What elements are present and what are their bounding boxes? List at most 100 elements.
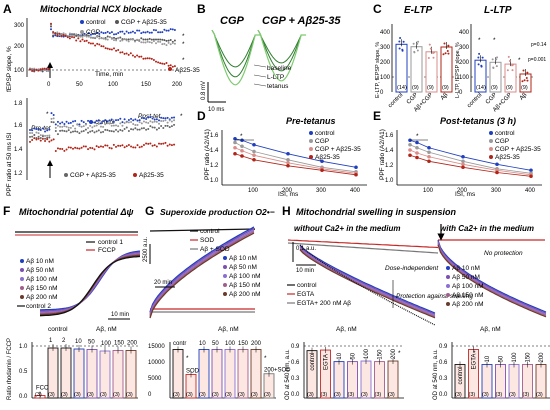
category-label: control — [310, 353, 316, 371]
data-point — [142, 57, 145, 60]
data-point — [252, 153, 256, 158]
data-point — [91, 129, 94, 132]
data-point — [159, 62, 162, 65]
category-label: 200+SOD — [264, 368, 291, 374]
data-point — [163, 28, 166, 31]
tick: 1.6 — [14, 123, 23, 129]
data-point — [74, 146, 77, 149]
data-point — [168, 126, 171, 129]
data-point — [167, 39, 170, 42]
n-label: (3) — [225, 392, 232, 398]
trace-series — [437, 241, 547, 314]
data-point — [127, 38, 130, 41]
data-point — [138, 55, 141, 58]
legend-control: control — [495, 130, 515, 137]
data-point — [130, 145, 133, 148]
data-point — [67, 126, 70, 129]
data-point — [167, 41, 170, 44]
category-label: control — [458, 366, 464, 384]
data-point — [432, 56, 435, 59]
data-point — [169, 28, 172, 31]
data-point — [138, 121, 141, 124]
data-point — [99, 125, 102, 128]
data-point — [104, 128, 107, 131]
panel-d-legend: control CGP CGP + Aβ25-35 Aβ25-35 — [309, 130, 361, 161]
data-point — [158, 119, 160, 122]
data-point — [39, 136, 42, 139]
data-point — [146, 57, 149, 60]
data-point — [113, 47, 115, 50]
data-point — [33, 134, 36, 137]
data-point — [173, 28, 176, 31]
tick-label: 0.3 — [439, 376, 448, 382]
label-baseline: baseline — [267, 65, 292, 72]
data-point — [136, 29, 139, 32]
data-point — [145, 121, 148, 124]
data-point — [166, 116, 169, 119]
n-label: (3) — [455, 392, 462, 398]
data-point — [508, 59, 511, 62]
annot-no-protection: No protection — [484, 250, 523, 257]
data-point — [151, 121, 154, 124]
data-point — [108, 122, 111, 125]
data-point — [148, 31, 151, 34]
data-point — [83, 40, 86, 43]
bar — [172, 349, 184, 399]
data-point — [31, 129, 34, 132]
data-point — [65, 120, 68, 123]
legend-ab-sod: Aβ + SOD — [200, 246, 230, 253]
category-label: contr — [173, 341, 186, 347]
data-point — [92, 33, 94, 36]
bar — [198, 349, 210, 399]
panel-c-ylabel-right: L-LTP, fEPSP slope, % — [455, 42, 461, 98]
tick: 0 — [47, 82, 51, 88]
data-point — [87, 127, 90, 130]
data-point — [71, 36, 73, 39]
data-point — [127, 40, 130, 43]
data-point — [121, 129, 124, 132]
panel-d: D Pre-tetanus PPF ratio (A2/A1) 1.61.41.… — [197, 109, 367, 198]
tick-label: 0.6 — [439, 360, 448, 366]
data-point — [54, 34, 57, 37]
data-point — [89, 124, 92, 127]
category-label: 10 — [75, 339, 82, 345]
data-point — [123, 32, 126, 35]
data-point — [102, 120, 105, 123]
category-label: EGTA — [324, 354, 330, 370]
data-point — [99, 145, 102, 148]
data-point — [160, 142, 163, 145]
data-point — [354, 165, 358, 170]
data-point — [31, 67, 34, 70]
n-label: (3) — [264, 392, 271, 398]
data-point — [169, 39, 172, 42]
data-point — [108, 32, 111, 35]
trace-series — [149, 226, 255, 313]
data-point — [46, 134, 49, 137]
category-label: 100 — [101, 341, 112, 347]
data-point — [87, 35, 90, 38]
data-point — [134, 40, 136, 43]
category-label: 200 — [539, 352, 545, 363]
scale-ms: 10 ms — [208, 107, 224, 113]
n-label: (3) — [87, 392, 94, 398]
legend-ab50: Aβ 50 nM — [452, 274, 480, 281]
data-point — [132, 128, 135, 131]
data-point — [173, 123, 176, 126]
scale-mv: 0.8 mV — [201, 81, 207, 100]
data-point — [112, 120, 115, 123]
panel-e-legend: control CGP CGP + Aβ25-35 Aβ25-35 — [489, 130, 541, 161]
data-point — [78, 132, 81, 135]
data-point — [95, 124, 98, 127]
panel-g-legend: control SOD Aβ + SOD Aβ 10 nM Aβ 50 nM A… — [190, 228, 261, 298]
panel-g-title: Superoxide production O2•− — [160, 207, 275, 217]
data-point — [110, 130, 113, 133]
data-point — [119, 122, 122, 125]
category-label: Aβ — [519, 92, 529, 102]
data-point — [98, 37, 101, 40]
n-label: (3) — [173, 392, 180, 398]
data-point — [33, 127, 36, 130]
data-point — [142, 120, 145, 123]
data-point — [41, 68, 44, 71]
data-point — [48, 128, 51, 131]
